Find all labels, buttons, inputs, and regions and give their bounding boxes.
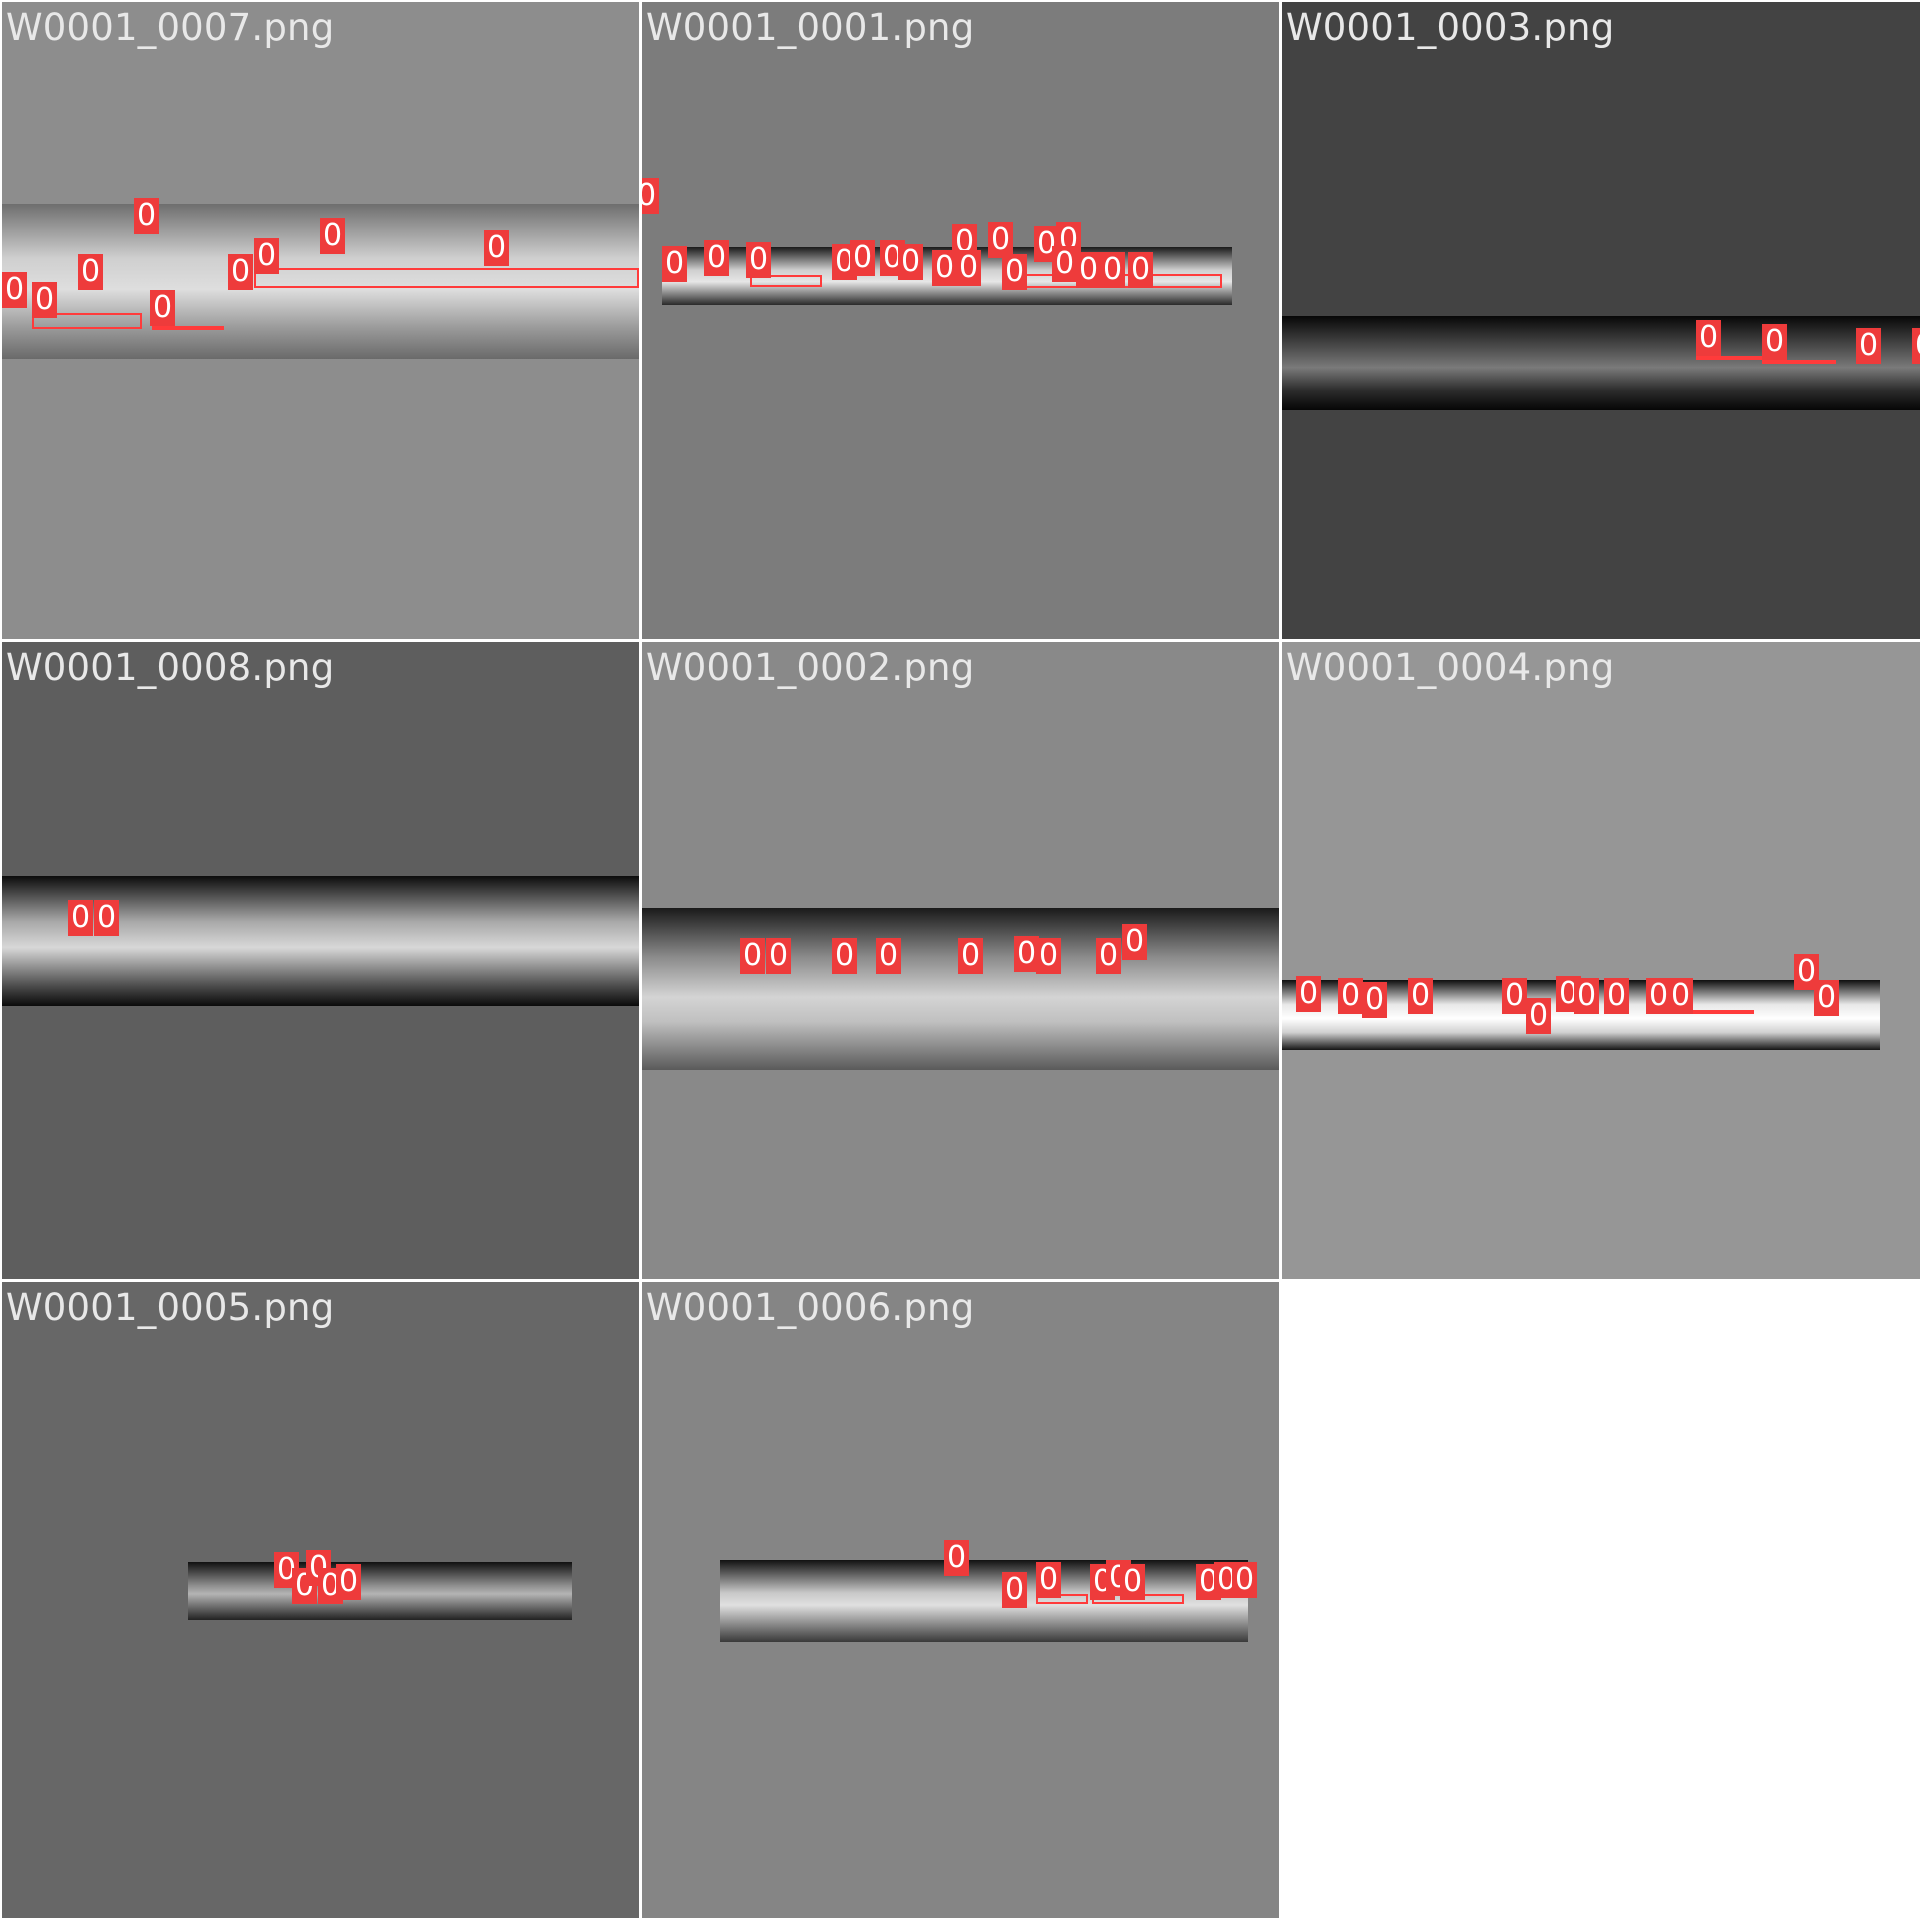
detection-label: 0 [944, 1540, 970, 1576]
image-tile[interactable]: 0 0 0 0 0 0 0 0 0 0 0 0 0 W0001_0004.png [1282, 642, 1920, 1279]
detection-label: 0 [1912, 328, 1920, 364]
detection-box [254, 268, 639, 288]
image-tile[interactable]: 0 0 0 0 0 0 0 0 0 W0001_0002.png [642, 642, 1279, 1279]
detection-label: 0 [336, 1564, 362, 1600]
detection-label: 0 [832, 938, 858, 974]
detection-label: 0 [662, 246, 688, 282]
empty-cell [1282, 1282, 1920, 1920]
image-tile[interactable]: 0 0 0 0 0 0 0 0 0 W0001_0006.png [642, 1282, 1279, 1918]
detection-box [750, 275, 822, 287]
detection-label: 0 [958, 938, 984, 974]
detection-label: 0 [78, 254, 104, 290]
detection-label: 0 [1120, 1564, 1146, 1600]
detection-label: 0 [956, 250, 982, 286]
detection-label: 0 [254, 238, 280, 274]
detection-label: 0 [1668, 978, 1694, 1014]
detection-label: 0 [1014, 936, 1040, 972]
image-filename: W0001_0003.png [1286, 6, 1615, 49]
detection-box [1674, 1006, 1754, 1014]
detection-label: 0 [850, 240, 876, 276]
image-tile[interactable]: 0 0 0 0 0 0 0 0 0 W0001_0007.png [2, 2, 639, 639]
detection-label: 0 [1052, 246, 1078, 282]
detection-label: 0 [1762, 324, 1788, 360]
detection-label: 0 [150, 290, 176, 326]
detection-label: 0 [1502, 978, 1528, 1014]
detection-label: 0 [1002, 1572, 1028, 1608]
detection-label: 0 [1604, 978, 1630, 1014]
detection-label: 0 [1338, 978, 1364, 1014]
detection-label: 0 [766, 938, 792, 974]
weld-strip [188, 1562, 572, 1620]
image-filename: W0001_0002.png [646, 646, 975, 689]
detection-label: 0 [1076, 252, 1102, 288]
detection-label: 0 [1794, 954, 1820, 990]
image-tile[interactable]: 0 0 0 0 W0001_0003.png [1282, 2, 1920, 639]
detection-label: 0 [746, 242, 772, 278]
detection-label: 0 [94, 900, 120, 936]
detection-label: 0 [1122, 924, 1148, 960]
weld-strip [642, 908, 1279, 1070]
detection-label: 0 [1128, 252, 1154, 288]
weld-strip [720, 1560, 1248, 1642]
image-filename: W0001_0006.png [646, 1286, 975, 1329]
detection-label: 0 [1232, 1562, 1258, 1598]
detection-label: 0 [134, 198, 160, 234]
detection-label: 0 [1002, 254, 1028, 290]
detection-label: 0 [1362, 982, 1388, 1018]
detection-label: 0 [898, 244, 924, 280]
detection-label: 0 [484, 230, 510, 266]
image-tile[interactable]: 0 0 W0001_0008.png [2, 642, 639, 1279]
detection-box [1036, 1594, 1088, 1604]
detection-label: 0 [1526, 998, 1552, 1034]
image-filename: W0001_0005.png [6, 1286, 335, 1329]
detection-label: 0 [1646, 978, 1672, 1014]
image-tile[interactable]: 0 0 0 0 0 W0001_0005.png [2, 1282, 639, 1918]
detection-label: 0 [1100, 252, 1126, 288]
detection-box [32, 313, 142, 329]
image-tile[interactable]: 0 0 0 0 0 0 0 0 0 0 0 0 0 0 0 0 0 0 0 W0… [642, 2, 1279, 639]
detection-box [1762, 356, 1836, 364]
detection-box [1696, 352, 1766, 360]
image-filename: W0001_0007.png [6, 6, 335, 49]
detection-label: 0 [876, 938, 902, 974]
detection-label: 0 [1856, 328, 1882, 364]
image-filename: W0001_0001.png [646, 6, 975, 49]
detection-label: 0 [1096, 938, 1122, 974]
detection-label: 0 [1036, 938, 1062, 974]
detection-label: 0 [1696, 320, 1722, 356]
detection-label: 0 [2, 272, 28, 308]
detection-label: 0 [740, 938, 766, 974]
detection-label: 0 [32, 282, 58, 318]
image-filename: W0001_0004.png [1286, 646, 1615, 689]
detection-label: 0 [228, 254, 254, 290]
detection-label: 0 [1296, 976, 1322, 1012]
image-filename: W0001_0008.png [6, 646, 335, 689]
detection-label: 0 [988, 222, 1014, 258]
detection-label: 0 [704, 240, 730, 276]
detection-label: 0 [68, 900, 94, 936]
weld-strip [2, 876, 639, 1006]
detection-label: 0 [320, 218, 346, 254]
detection-box [152, 322, 224, 330]
detection-label: 0 [1408, 978, 1434, 1014]
detection-label: 0 [1034, 226, 1060, 262]
detection-label: 0 [1036, 1562, 1062, 1598]
detection-label: 0 [1574, 978, 1600, 1014]
detection-label: 0 [1814, 980, 1840, 1016]
detection-label: 0 [642, 178, 660, 214]
